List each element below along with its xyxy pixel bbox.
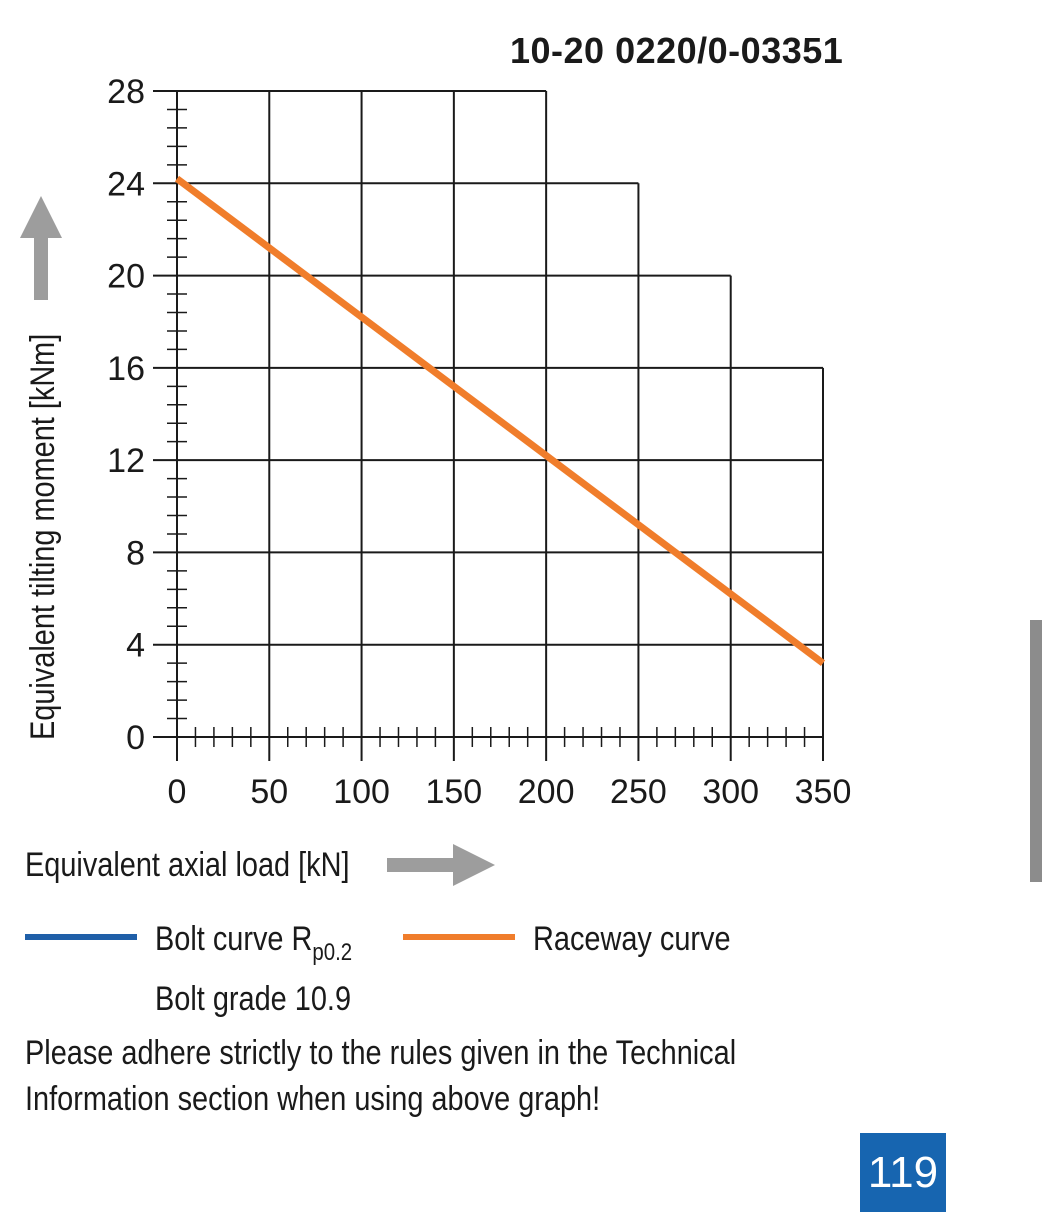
y-tick-label: 8 [126, 534, 145, 572]
usage-note-line-1: Please adhere strictly to the rules give… [25, 1034, 737, 1072]
x-axis-label-row: Equivalent axial load [kN] [25, 842, 497, 888]
document-code: 10-20 0220/0-03351 [510, 30, 844, 71]
legend-bolt-subscript: p0.2 [312, 939, 353, 966]
side-tab-marker [1030, 620, 1042, 882]
y-tick-label: 0 [126, 719, 145, 757]
legend-raceway-label: Raceway curve [533, 920, 731, 958]
grid [177, 90, 824, 737]
y-tick-label: 20 [107, 258, 145, 296]
raceway-curve-line [174, 175, 826, 666]
x-tick-label: 200 [518, 773, 575, 811]
legend-raceway: Raceway curve [403, 916, 765, 962]
x-tick-label: 350 [795, 773, 852, 811]
axes [176, 91, 823, 738]
y-tick-label: 12 [107, 442, 145, 480]
usage-note-line-2: Information section when using above gra… [25, 1080, 601, 1118]
y-tick-label: 24 [107, 165, 145, 203]
tick-labels: 0 4 8 12 16 20 24 28 0 50 100 150 200 250 300 350 [107, 73, 851, 811]
legend-bolt-swatch [25, 934, 137, 940]
y-axis-label: Equivalent tilting moment [kNm] [23, 334, 62, 740]
series [174, 175, 826, 666]
legend-bolt-text: Bolt curve Rp0.2 Bolt grade 10.9 [155, 916, 352, 1022]
y-direction-arrow-icon [20, 196, 62, 300]
legend-bolt-label: Bolt curve R [155, 920, 313, 958]
x-tick-label: 100 [333, 773, 390, 811]
x-tick-label: 150 [425, 773, 482, 811]
x-tick-label: 50 [250, 773, 288, 811]
minor-ticks [153, 90, 824, 761]
legend-bolt: Bolt curve Rp0.2 Bolt grade 10.9 [25, 916, 387, 1022]
x-tick-label: 250 [610, 773, 667, 811]
x-tick-label: 300 [702, 773, 759, 811]
y-tick-label: 4 [126, 627, 145, 665]
y-tick-label: 16 [107, 350, 145, 388]
x-direction-arrow-icon [386, 844, 495, 886]
legend-raceway-swatch [403, 934, 515, 940]
legend-bolt-grade: Bolt grade 10.9 [155, 980, 352, 1018]
usage-note: Please adhere strictly to the rules give… [25, 1030, 736, 1122]
y-tick-label: 28 [107, 73, 145, 111]
page-number: 119 [860, 1133, 946, 1212]
x-axis-label: Equivalent axial load [kN] [25, 845, 350, 884]
x-tick-label: 0 [168, 773, 187, 811]
